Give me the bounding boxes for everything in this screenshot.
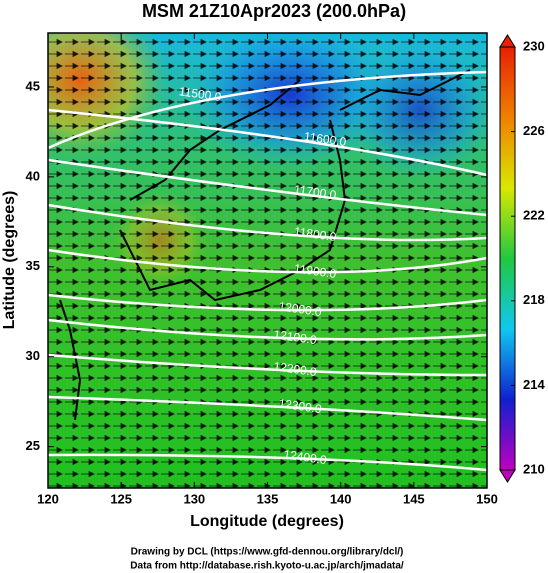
contour-line <box>48 395 487 422</box>
contour-label: 12200.0 <box>273 359 318 379</box>
colorbar-tick-label: 222 <box>523 208 545 223</box>
y-tick-label: 40 <box>26 168 40 183</box>
title: MSM 21Z10Apr2023 (200.0hPa) <box>142 1 406 21</box>
contour-label: 12300.0 <box>278 396 323 416</box>
contour-line <box>48 108 487 177</box>
contour-line <box>48 318 487 341</box>
field: 11500.0 11600.0 11700.0 11800.0 11900.0 12000… <box>48 33 487 488</box>
contour-label: 12400.0 <box>283 447 328 467</box>
y-tick-label: 45 <box>26 78 40 93</box>
colorbar-tick-label: 210 <box>523 461 545 476</box>
contour-line <box>48 203 487 242</box>
colorbar-arrow <box>499 469 516 483</box>
contour-label: 11800.0 <box>293 224 337 244</box>
colorbar-arrow <box>499 34 516 48</box>
y-tick-label: 30 <box>26 348 40 363</box>
colorbar-tick-label: 226 <box>523 123 545 138</box>
colorbar-tick-label: 218 <box>523 292 545 307</box>
x-tick-label: 120 <box>37 491 59 506</box>
contour-line <box>48 158 487 217</box>
x-axis-label: Longitude (degrees) <box>190 513 344 530</box>
contour-label: 12100.0 <box>273 327 318 347</box>
y-tick-label: 25 <box>26 438 40 453</box>
x-tick-label: 130 <box>183 491 205 506</box>
x-tick-label: 140 <box>330 491 352 506</box>
contour-label: 11700.0 <box>293 182 337 202</box>
contour-label: 12000.0 <box>278 299 323 319</box>
contour-line <box>48 248 487 274</box>
x-tick-label: 145 <box>403 491 425 506</box>
footer: Drawing by DCL (https://www.gfd-dennou.o… <box>131 547 404 558</box>
y-tick-label: 35 <box>26 258 40 273</box>
colorbar-tick-label: 230 <box>523 38 545 53</box>
contour-label: 11600.0 <box>303 129 347 149</box>
x-tick-label: 150 <box>476 491 498 506</box>
contour-label: 11900.0 <box>293 261 337 281</box>
contour-line <box>48 293 487 312</box>
colorbar-tick-label: 214 <box>523 377 545 392</box>
contour-line <box>48 70 487 150</box>
x-tick-label: 135 <box>257 491 279 506</box>
colorbar <box>499 46 516 471</box>
contour-line <box>48 453 487 472</box>
footer: Data from http://database.rish.kyoto-u.a… <box>130 561 404 572</box>
y-axis-label: Latitude (degrees) <box>1 191 18 330</box>
contour-label: 11500.0 <box>178 84 222 104</box>
x-tick-label: 125 <box>110 491 132 506</box>
contour-line <box>48 353 487 377</box>
